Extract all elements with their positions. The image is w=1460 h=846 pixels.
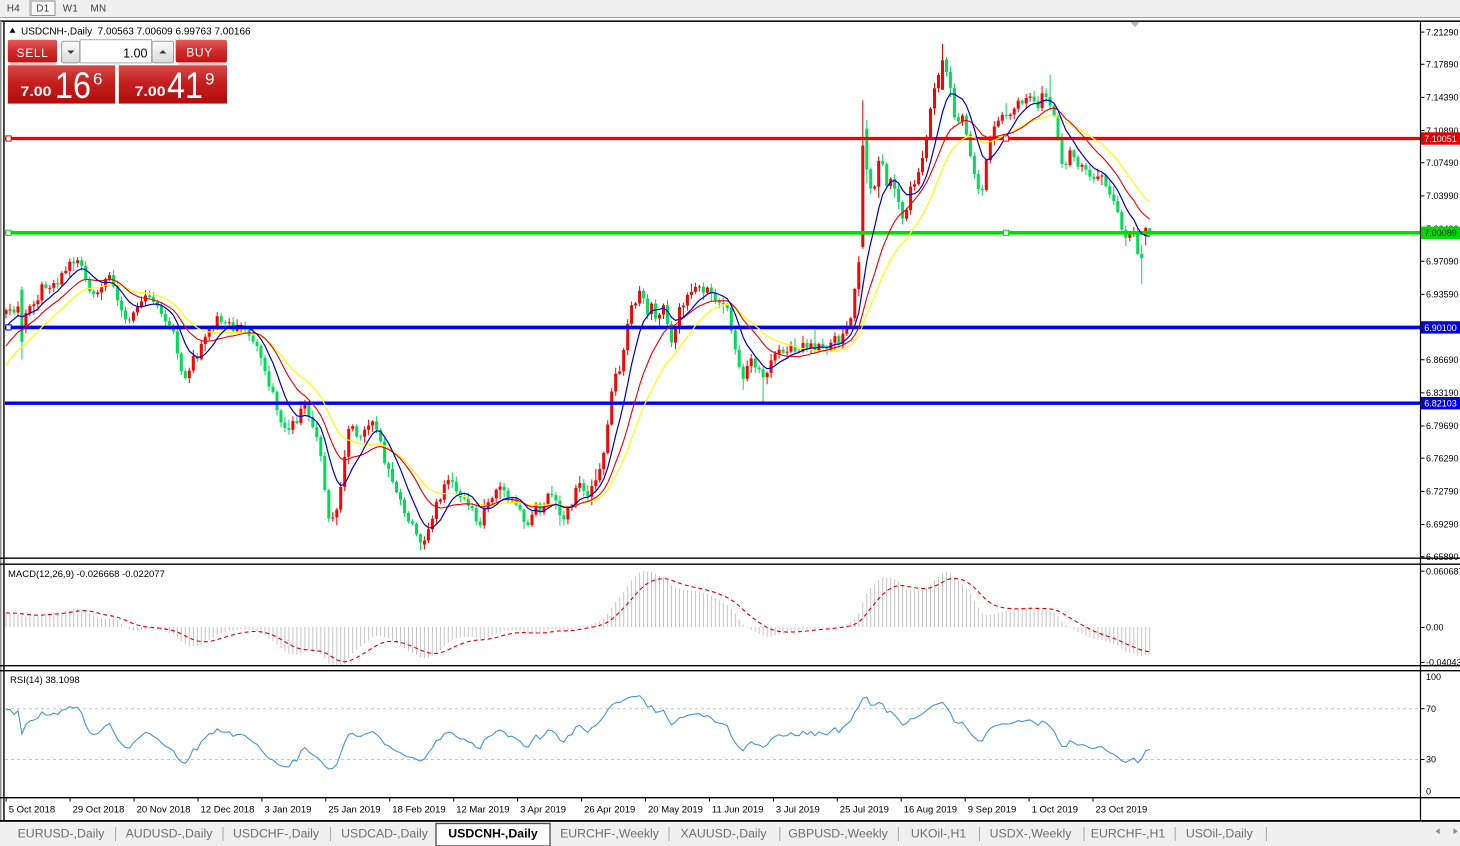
- svg-text:7.21290: 7.21290: [1426, 27, 1459, 37]
- svg-text:AUDUSD-,Daily: AUDUSD-,Daily: [126, 827, 214, 841]
- svg-text:EURCHF-,H1: EURCHF-,H1: [1091, 827, 1166, 841]
- svg-text:3 Jul 2019: 3 Jul 2019: [776, 805, 820, 816]
- svg-text:GBPUSD-,Weekly: GBPUSD-,Weekly: [788, 827, 888, 841]
- svg-text:USDCAD-,Daily: USDCAD-,Daily: [341, 827, 429, 841]
- svg-text:W1: W1: [63, 4, 79, 15]
- svg-text:20 May 2019: 20 May 2019: [648, 805, 703, 816]
- svg-text:7.00: 7.00: [21, 84, 52, 99]
- svg-text:EURCHF-,Weekly: EURCHF-,Weekly: [560, 827, 660, 841]
- svg-text:7.17890: 7.17890: [1426, 60, 1459, 70]
- svg-text:23 Oct 2019: 23 Oct 2019: [1096, 805, 1148, 816]
- svg-text:RSI(14) 38.1098: RSI(14) 38.1098: [10, 675, 80, 686]
- svg-text:16 Aug 2019: 16 Aug 2019: [904, 805, 957, 816]
- svg-text:7.14390: 7.14390: [1426, 93, 1459, 103]
- svg-text:20 Nov 2018: 20 Nov 2018: [137, 805, 191, 816]
- svg-text:USOil-,Daily: USOil-,Daily: [1186, 827, 1254, 841]
- svg-text:0.00: 0.00: [1426, 623, 1444, 633]
- svg-text:41: 41: [167, 65, 203, 106]
- svg-text:6.83190: 6.83190: [1426, 388, 1459, 398]
- svg-text:1.00: 1.00: [123, 46, 147, 60]
- svg-text:UKOil-,H1: UKOil-,H1: [911, 827, 967, 841]
- svg-text:25 Jul 2019: 25 Jul 2019: [840, 805, 889, 816]
- svg-text:EURUSD-,Daily: EURUSD-,Daily: [18, 827, 106, 841]
- svg-text:-0.04043: -0.04043: [1426, 658, 1460, 668]
- svg-text:6.65890: 6.65890: [1426, 552, 1459, 562]
- svg-text:0.060687: 0.060687: [1426, 566, 1460, 576]
- svg-text:BUY: BUY: [186, 46, 212, 60]
- svg-text:H4: H4: [7, 4, 20, 15]
- svg-text:12 Dec 2018: 12 Dec 2018: [201, 805, 255, 816]
- svg-text:9 Sep 2019: 9 Sep 2019: [968, 805, 1017, 816]
- svg-text:30: 30: [1426, 755, 1436, 765]
- svg-text:USDCHF-,Daily: USDCHF-,Daily: [233, 827, 320, 841]
- svg-text:7.07490: 7.07490: [1426, 158, 1459, 168]
- svg-text:7.10051: 7.10051: [1424, 134, 1457, 144]
- svg-text:XAUUSD-,Daily: XAUUSD-,Daily: [680, 827, 767, 841]
- svg-text:6.97090: 6.97090: [1426, 256, 1459, 266]
- svg-text:6.90100: 6.90100: [1424, 323, 1457, 333]
- svg-text:7.03990: 7.03990: [1426, 191, 1459, 201]
- svg-text:3 Jan 2019: 3 Jan 2019: [264, 805, 311, 816]
- svg-text:6.86690: 6.86690: [1426, 355, 1459, 365]
- svg-text:MN: MN: [90, 4, 106, 15]
- svg-text:11 Jun 2019: 11 Jun 2019: [712, 805, 764, 816]
- svg-text:100: 100: [1426, 672, 1441, 682]
- svg-text:1 Oct 2019: 1 Oct 2019: [1032, 805, 1078, 816]
- svg-text:6.79690: 6.79690: [1426, 421, 1459, 431]
- svg-text:6.82103: 6.82103: [1424, 399, 1457, 409]
- svg-text:7.00: 7.00: [135, 84, 166, 99]
- svg-text:6.76290: 6.76290: [1426, 453, 1459, 463]
- svg-text:6.69290: 6.69290: [1426, 520, 1459, 530]
- svg-text:12 Mar 2019: 12 Mar 2019: [456, 805, 509, 816]
- svg-text:7.00089: 7.00089: [1424, 228, 1457, 238]
- svg-text:6: 6: [93, 69, 102, 88]
- svg-text:USDCNH-,Daily 7.00563 7.00609: USDCNH-,Daily 7.00563 7.00609 6.99763 7.…: [21, 27, 251, 38]
- svg-text:MACD(12,26,9) -0.026668 -0.022: MACD(12,26,9) -0.026668 -0.022077: [8, 569, 165, 580]
- svg-text:6.93590: 6.93590: [1426, 290, 1459, 300]
- svg-text:70: 70: [1426, 704, 1436, 714]
- svg-text:16: 16: [55, 65, 91, 106]
- svg-text:D1: D1: [36, 4, 49, 15]
- svg-text:25 Jan 2019: 25 Jan 2019: [328, 805, 380, 816]
- svg-text:SELL: SELL: [17, 46, 49, 60]
- svg-text:USDCNH-,Daily: USDCNH-,Daily: [448, 827, 538, 841]
- svg-text:5 Oct 2018: 5 Oct 2018: [9, 805, 55, 816]
- svg-text:6.72790: 6.72790: [1426, 487, 1459, 497]
- svg-text:0: 0: [1426, 787, 1431, 797]
- svg-text:29 Oct 2018: 29 Oct 2018: [73, 805, 125, 816]
- svg-text:3 Apr 2019: 3 Apr 2019: [520, 805, 566, 816]
- svg-text:26 Apr 2019: 26 Apr 2019: [584, 805, 635, 816]
- svg-text:USDX-,Weekly: USDX-,Weekly: [990, 827, 1073, 841]
- svg-text:7.10890: 7.10890: [1426, 126, 1459, 136]
- svg-text:9: 9: [205, 69, 214, 88]
- svg-text:18 Feb 2019: 18 Feb 2019: [392, 805, 445, 816]
